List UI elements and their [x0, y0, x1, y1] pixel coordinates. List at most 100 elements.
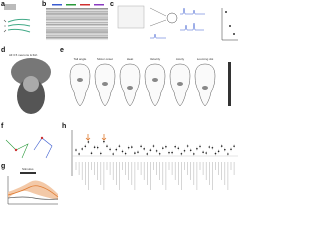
raster-row	[46, 27, 108, 29]
h-dot	[115, 148, 118, 151]
h-dot	[211, 146, 214, 149]
raster-row	[46, 14, 108, 16]
brain-outline	[144, 63, 166, 107]
brain-label: Motor onset	[97, 57, 113, 61]
h-dot	[121, 150, 124, 153]
h-dot	[90, 152, 93, 154]
panel-e-brains: Tail angle Motor onset Heat Velocity Acuity L…	[69, 57, 216, 107]
h-dot	[96, 146, 99, 149]
h-dot	[202, 151, 204, 154]
h-dot	[131, 146, 133, 148]
h-dot	[180, 152, 183, 155]
colorbar	[228, 62, 231, 106]
raster-row	[46, 35, 108, 37]
raster-row	[46, 11, 108, 13]
raster-row	[46, 30, 108, 32]
panel-letter: g	[1, 163, 5, 170]
raster-row	[46, 39, 108, 41]
raster-row	[46, 12, 108, 14]
panel-letter: a	[1, 1, 5, 8]
panel-letter: h	[62, 123, 66, 130]
h-dot	[168, 151, 170, 154]
brain-label: Looming dot	[197, 57, 214, 61]
figure: All 3.5 neurons & fish Tail angle Motor o…	[1, 1, 238, 205]
raster-row	[46, 34, 108, 36]
brain-region	[177, 82, 183, 86]
raster-row	[46, 20, 108, 22]
brain-region	[127, 86, 133, 90]
h-dot	[137, 151, 139, 153]
raster-row	[46, 13, 108, 15]
h-dot	[109, 148, 111, 151]
panel-g-art	[7, 172, 59, 205]
h-dot	[220, 145, 223, 147]
h-dot	[165, 145, 167, 148]
brain-region	[152, 78, 158, 82]
panel-d-brain	[4, 52, 58, 118]
raster-row	[46, 19, 108, 21]
raster-row	[46, 31, 108, 33]
panel-h-plot	[71, 130, 238, 190]
brain-label: Tail angle	[74, 57, 87, 61]
panel-g-label: Stimulus	[22, 167, 34, 171]
panel-f-art	[5, 136, 53, 159]
h-dot	[152, 145, 155, 147]
raster-row	[46, 15, 108, 17]
h-dot	[106, 145, 108, 147]
panel-b-raster	[46, 4, 108, 41]
h-dot	[158, 152, 161, 155]
raster-row	[46, 36, 108, 38]
h-dot	[124, 152, 127, 155]
h-dot	[214, 152, 217, 155]
h-dot	[186, 145, 189, 147]
h-dot	[155, 150, 158, 152]
raster-row	[46, 32, 108, 34]
h-dot	[193, 153, 195, 155]
brain-label: Heat	[127, 57, 134, 61]
raster-row	[46, 25, 108, 27]
panel-letter: b	[42, 1, 46, 8]
raster-row	[46, 24, 108, 26]
h-dot	[75, 149, 77, 151]
h-dot	[93, 146, 96, 149]
raster-row	[46, 28, 108, 30]
raster-row	[46, 33, 108, 35]
raster-row	[46, 8, 108, 10]
raster-row	[46, 37, 108, 40]
h-dot	[134, 152, 136, 154]
h-dot	[118, 145, 121, 147]
h-dot	[189, 149, 192, 152]
h-dot	[84, 145, 87, 148]
brain-outline	[69, 63, 91, 107]
h-dot	[224, 148, 226, 151]
h-dot	[208, 146, 211, 148]
brain-label: Velocity	[150, 57, 161, 61]
raster-row	[46, 26, 108, 28]
h-dot	[143, 148, 145, 150]
h-dot	[227, 153, 229, 155]
h-dot	[103, 140, 105, 143]
brain-region	[102, 82, 108, 86]
brain-outline	[194, 63, 216, 107]
raster-row	[46, 16, 108, 18]
h-dot	[177, 147, 180, 150]
h-dot	[149, 149, 152, 151]
h-dot	[100, 152, 102, 155]
h-dot	[112, 153, 114, 155]
h-dot	[217, 150, 220, 153]
h-dot	[87, 141, 90, 143]
h-dot	[183, 149, 186, 152]
h-dot	[230, 148, 232, 151]
raster-row	[46, 9, 108, 11]
h-dot	[140, 145, 142, 148]
brain-outline	[119, 63, 141, 107]
raster-row	[46, 22, 108, 25]
h-dot	[162, 147, 164, 149]
panel-c-traces	[117, 5, 238, 41]
raster-row	[46, 21, 108, 23]
h-dot	[78, 153, 80, 155]
brain-region	[202, 86, 208, 90]
h-dot	[199, 145, 201, 148]
h-dot	[81, 148, 83, 150]
h-dot	[171, 151, 173, 154]
